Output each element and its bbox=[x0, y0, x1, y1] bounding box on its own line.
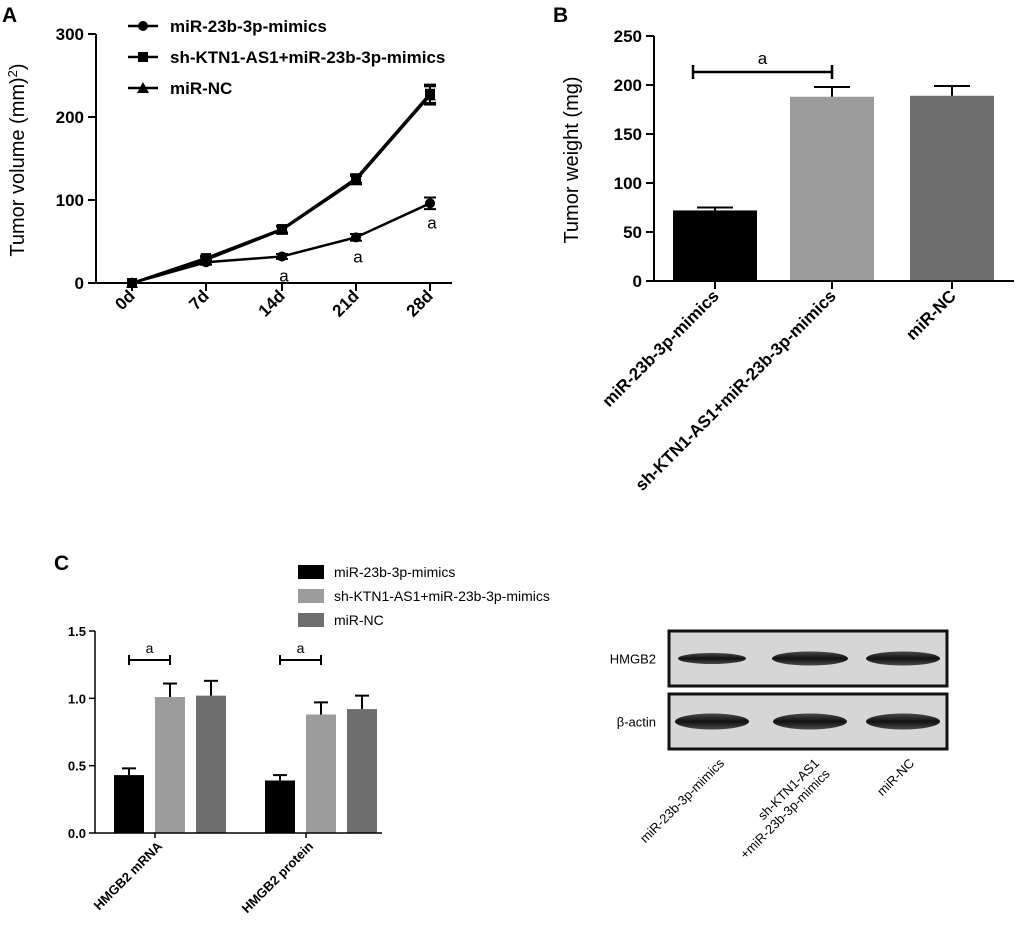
blot-lane-label: miR-23b-3p-mimics bbox=[637, 755, 728, 846]
chart-a: 0 100 200 300 0d 7d 14d 21d 28d Tumor volume (mm)… bbox=[5, 17, 452, 321]
data-point bbox=[351, 232, 361, 243]
y-tick-label-b: 150 bbox=[614, 125, 642, 144]
legend-a: miR-23b-3p-mimics sh-KTN1-AS1+miR-23b-3p-… bbox=[128, 17, 445, 98]
x-tick-label-a: 0d bbox=[111, 286, 138, 313]
blot-band bbox=[678, 653, 746, 664]
blot-row-1: β-actin bbox=[617, 692, 949, 751]
y-tick-label-b: 100 bbox=[614, 174, 642, 193]
blot-band bbox=[772, 651, 848, 666]
panel-letter-c: C bbox=[54, 552, 69, 575]
significance-label: a bbox=[353, 247, 363, 266]
significance-label: a bbox=[758, 49, 768, 68]
bar bbox=[196, 695, 226, 833]
series-a-0: a a a bbox=[127, 196, 437, 288]
blot-row-label: β-actin bbox=[617, 715, 656, 730]
y-tick-label-b: 200 bbox=[614, 76, 642, 95]
chart-c: 0.0 0.5 1.0 1.5 HMGB2 mRNA HMGB2 protein a a miR… bbox=[68, 564, 550, 916]
significance-label: a bbox=[279, 266, 289, 285]
x-tick-label-a: 7d bbox=[185, 286, 212, 313]
significance-label: a bbox=[146, 640, 154, 656]
data-point bbox=[351, 173, 361, 184]
blot-row-0: HMGB2 bbox=[610, 629, 949, 688]
y-tick-label-b: 50 bbox=[623, 223, 642, 242]
x-tick-label-c: HMGB2 protein bbox=[239, 838, 317, 916]
x-tick-label-a: 21d bbox=[329, 286, 363, 320]
y-axis-title-b: Tumor weight (mg) bbox=[561, 76, 583, 243]
legend-swatch bbox=[298, 589, 324, 603]
legend-label: miR-23b-3p-mimics bbox=[334, 564, 455, 580]
x-tick-label-b: miR-NC bbox=[902, 286, 960, 344]
y-tick-label-c: 1.0 bbox=[68, 691, 86, 706]
x-tick-label-c: HMGB2 mRNA bbox=[91, 838, 166, 913]
bar bbox=[910, 95, 994, 281]
data-point bbox=[277, 251, 287, 262]
bar bbox=[265, 780, 295, 833]
significance-label: a bbox=[297, 640, 305, 656]
blot-lane-label: sh-KTN1-AS1+miR-23b-3p-mimics bbox=[726, 755, 833, 862]
y-tick-label-b: 0 bbox=[633, 272, 642, 291]
x-tick-label-a: 14d bbox=[255, 286, 289, 320]
y-tick-label-a: 0 bbox=[75, 274, 84, 293]
legend-marker bbox=[138, 52, 148, 62]
data-point bbox=[277, 224, 287, 235]
panel-letter-a: A bbox=[2, 4, 17, 27]
legend-c: miR-23b-3p-mimics sh-KTN1-AS1+miR-23b-3p-… bbox=[298, 564, 550, 628]
y-tick-label-a: 300 bbox=[56, 25, 84, 44]
bar bbox=[114, 775, 144, 833]
bar bbox=[673, 210, 757, 281]
legend-label: miR-23b-3p-mimics bbox=[170, 17, 327, 36]
data-point bbox=[127, 278, 137, 288]
bar bbox=[155, 696, 185, 833]
y-tick-label-c: 1.5 bbox=[68, 624, 86, 639]
significance-label: a bbox=[427, 213, 437, 232]
legend-swatch bbox=[298, 565, 324, 579]
legend-label: miR-NC bbox=[334, 612, 384, 628]
blot-band bbox=[675, 713, 749, 730]
x-tick-label-b: miR-23b-3p-mimics bbox=[598, 286, 722, 410]
data-point bbox=[425, 88, 435, 99]
blot-band bbox=[773, 713, 847, 730]
bar bbox=[306, 714, 336, 833]
legend-marker bbox=[138, 21, 148, 31]
blot-band bbox=[866, 713, 940, 730]
y-tick-label-a: 200 bbox=[56, 108, 84, 127]
x-tick-label-a: 28d bbox=[403, 286, 437, 320]
western-blot: HMGB2 β-actin miR-23b-3p-mimics sh-KTN1-AS1… bbox=[610, 629, 949, 862]
legend-marker bbox=[137, 82, 149, 93]
chart-b: 0 50 100 150 200 250 miR-23b-3p-mimicssh-KTN1-… bbox=[561, 27, 1014, 495]
legend-label: miR-NC bbox=[170, 79, 232, 98]
panel-letter-b: B bbox=[553, 4, 568, 27]
data-point bbox=[425, 198, 435, 209]
bar bbox=[790, 96, 874, 281]
data-point bbox=[201, 257, 211, 268]
y-axis-title-a: Tumor volume (mm)2) bbox=[5, 63, 30, 256]
blot-band bbox=[866, 651, 940, 666]
blot-row-label: HMGB2 bbox=[610, 652, 656, 667]
y-tick-label-c: 0.5 bbox=[68, 759, 86, 774]
y-tick-label-a: 100 bbox=[56, 191, 84, 210]
blot-lane-label: miR-NC bbox=[874, 756, 917, 799]
legend-label: sh-KTN1-AS1+miR-23b-3p-mimics bbox=[170, 48, 445, 67]
y-tick-label-b: 250 bbox=[614, 27, 642, 46]
bar bbox=[347, 709, 377, 833]
x-tick-label-b: sh-KTN1-AS1+miR-23b-3p-mimics bbox=[632, 286, 840, 494]
legend-swatch bbox=[298, 613, 324, 627]
legend-label: sh-KTN1-AS1+miR-23b-3p-mimics bbox=[334, 588, 550, 604]
y-tick-label-c: 0.0 bbox=[68, 826, 86, 841]
